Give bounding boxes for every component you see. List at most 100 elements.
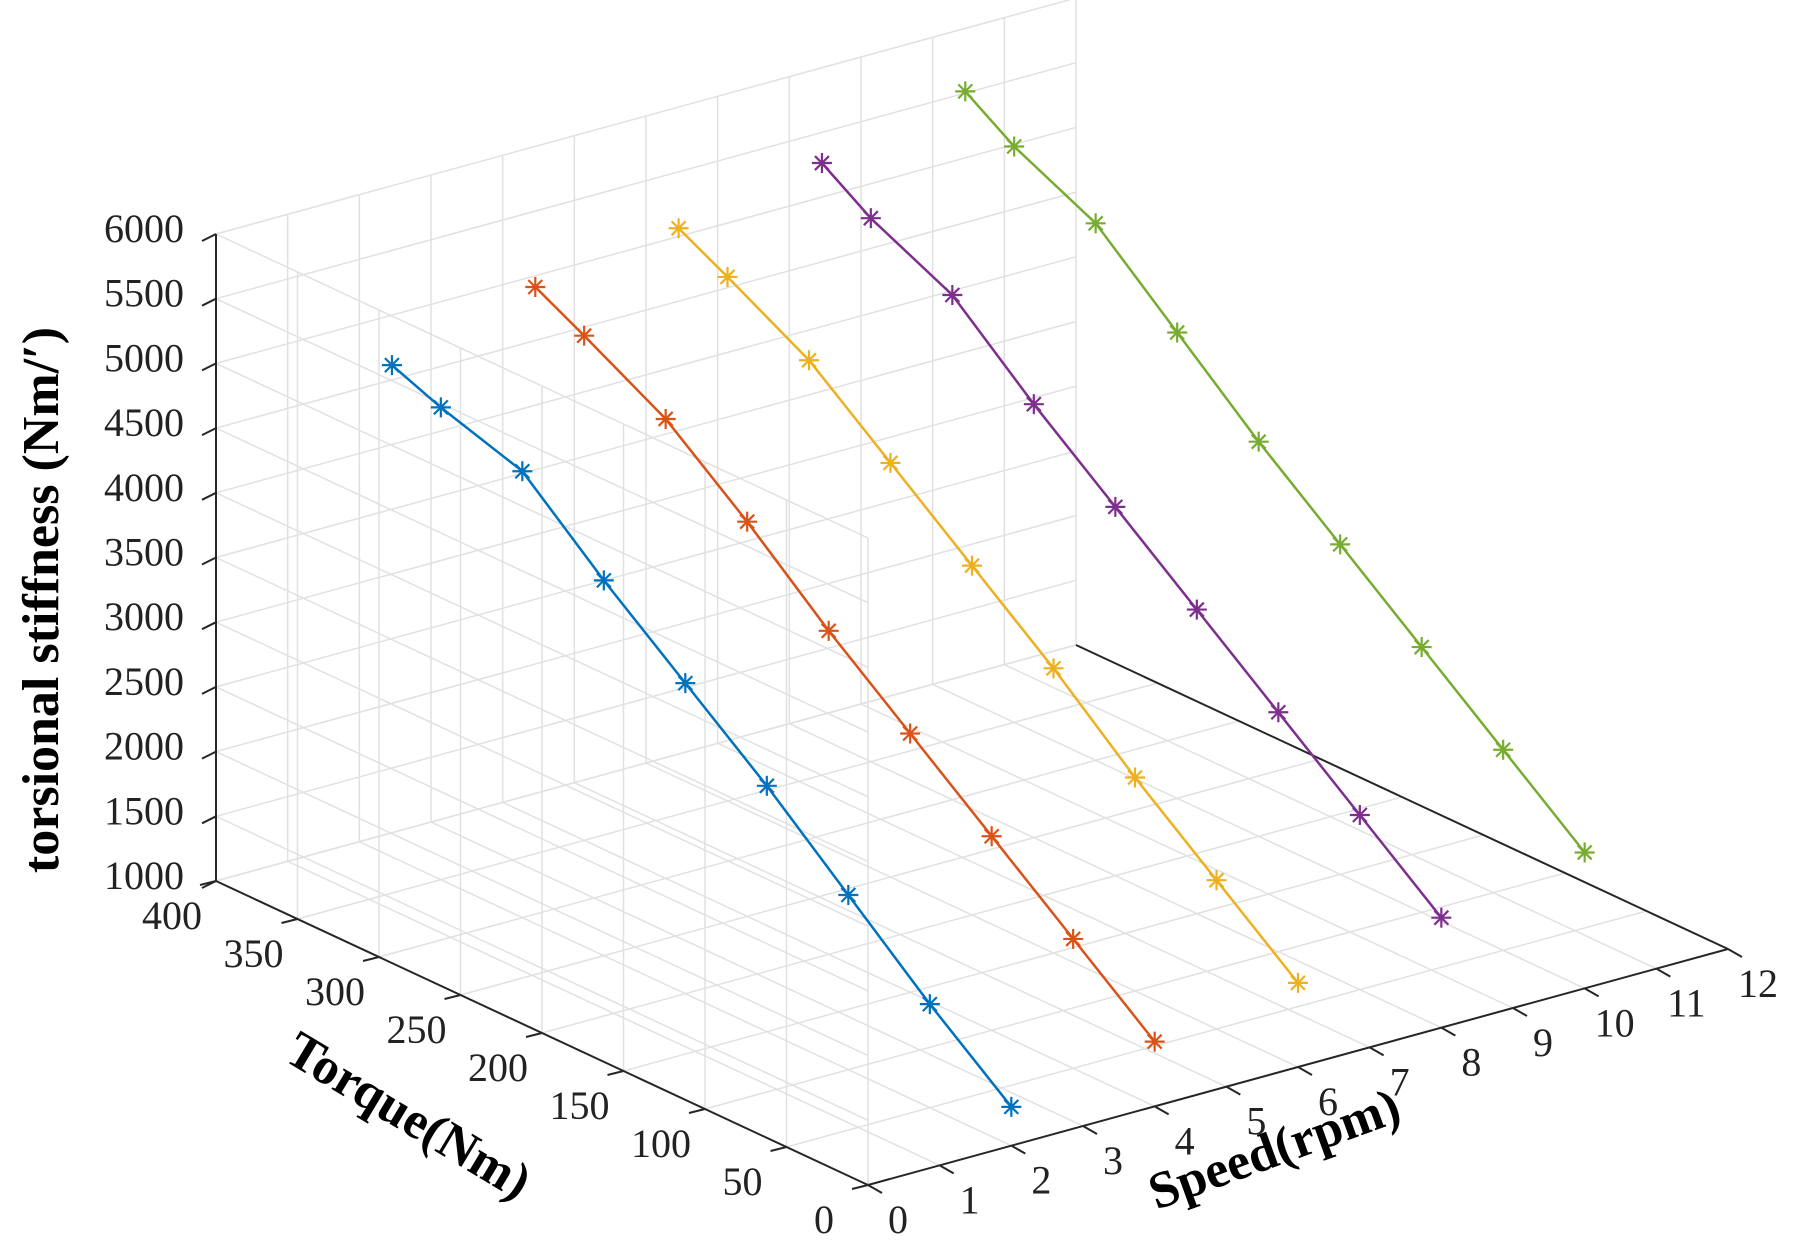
x-tick-mark [1010,1144,1026,1155]
asterisk-marker [512,461,533,482]
x-tick-label: 3 [1103,1138,1123,1183]
x-tick-mark [1154,1105,1170,1116]
z-tick-mark [201,491,217,501]
z-tick-mark [201,621,217,631]
asterisk-marker [717,266,738,287]
asterisk-marker [1043,658,1064,679]
z-tick-mark [201,233,217,242]
floor-gridline [786,910,1647,1148]
back-wall-gridline [215,0,1072,235]
z-tick-mark [201,880,217,889]
series-line [820,162,1443,919]
z-tick-label: 3500 [104,530,184,575]
z-tick-label: 6000 [104,206,184,251]
y-tick-label: 150 [550,1083,610,1128]
back-wall-gridline [215,256,1077,494]
asterisk-marker [811,153,832,174]
y-tick-label: 300 [305,969,365,1014]
asterisk-marker [942,285,963,306]
asterisk-marker [799,350,819,371]
asterisk-marker [655,408,676,429]
asterisk-marker [1411,637,1432,658]
y-tick-label: 100 [631,1121,691,1166]
y-tick-label: 400 [142,893,202,938]
asterisk-marker [1085,213,1106,234]
side-wall-gridline [215,427,869,733]
x-tick-label: 11 [1667,981,1706,1026]
asterisk-marker [1001,1096,1022,1117]
z-tick-mark [201,750,217,760]
x-tick-label: 9 [1533,1020,1553,1065]
asterisk-marker [900,723,921,744]
side-wall-gridline [215,686,869,992]
asterisk-marker [1125,767,1145,788]
asterisk-marker [860,208,881,229]
x-tick-label: 5 [1246,1099,1266,1144]
side-wall-gridline [215,492,869,798]
asterisk-marker [430,397,451,418]
y-tick-mark [688,1108,706,1114]
x-tick-mark [1512,1007,1528,1017]
x-tick-label: 1 [960,1177,980,1222]
x-tick-mark [1584,987,1600,998]
asterisk-marker [955,81,976,102]
side-wall-gridline [215,362,869,669]
z-tick-mark [201,297,217,307]
x-tick-label: 8 [1461,1040,1481,1085]
z-axis-title: torsional stiffness (Nm/′) [13,327,70,873]
z-tick-label: 2500 [104,659,184,704]
asterisk-marker [1349,804,1370,825]
back-wall-gridline [215,126,1077,365]
asterisk-marker [838,884,859,905]
asterisk-marker [880,452,901,473]
y-tick-mark [607,1070,624,1076]
x-tick-label: 0 [888,1197,908,1242]
asterisk-marker [1004,136,1025,157]
x-tick-mark [1225,1085,1241,1096]
asterisk-marker [818,620,839,641]
x-tick-mark [1369,1046,1385,1057]
side-wall-gridline [215,750,869,1057]
asterisk-marker [756,775,777,796]
floor-gridline [541,796,1403,1034]
floor-gridline [378,720,1240,958]
z-tick-label: 1500 [104,788,184,833]
axis-layer [199,233,1743,1194]
z-tick-label: 4500 [104,400,184,445]
y-tick-label: 50 [723,1159,763,1204]
asterisk-marker [1206,870,1227,891]
asterisk-marker [381,355,402,376]
y-tick-mark [770,1146,787,1152]
back-wall-gridline [215,61,1077,300]
z-tick-label: 5500 [104,271,184,316]
asterisk-marker [737,511,758,532]
x-tick-label: 6 [1318,1079,1338,1124]
asterisk-marker [668,218,689,239]
back-wall-gridline [215,385,1077,623]
back-wall-gridline [215,450,1077,688]
asterisk-marker [675,673,696,694]
asterisk-marker [1330,534,1351,555]
asterisk-marker [1431,907,1452,928]
x-end-edge [1075,644,1729,950]
asterisk-marker [1063,928,1084,949]
y-tick-label: 250 [387,1007,447,1052]
asterisk-marker [1167,322,1188,343]
asterisk-marker [525,276,546,297]
x-tick-mark [867,1184,883,1194]
asterisk-marker [1144,1031,1165,1052]
asterisk-marker [919,994,940,1015]
back-wall-gridline [215,320,1077,559]
z-tick-label: 5000 [104,335,184,380]
asterisk-marker [574,325,595,346]
back-wall-gridline [215,644,1077,882]
back-wall-gridline [215,579,1077,818]
z-tick-label: 2000 [104,724,184,769]
asterisk-marker [962,555,982,576]
side-wall-gridline [215,621,869,927]
series-layer [381,81,1595,1117]
side-wall-gridline [215,815,869,1121]
x-tick-mark [1727,948,1743,958]
x-tick-label: 7 [1390,1059,1410,1104]
